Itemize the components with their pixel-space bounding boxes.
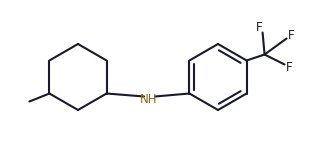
Text: NH: NH (140, 93, 158, 106)
Text: F: F (286, 61, 293, 74)
Text: F: F (256, 21, 263, 34)
Text: F: F (288, 29, 295, 42)
